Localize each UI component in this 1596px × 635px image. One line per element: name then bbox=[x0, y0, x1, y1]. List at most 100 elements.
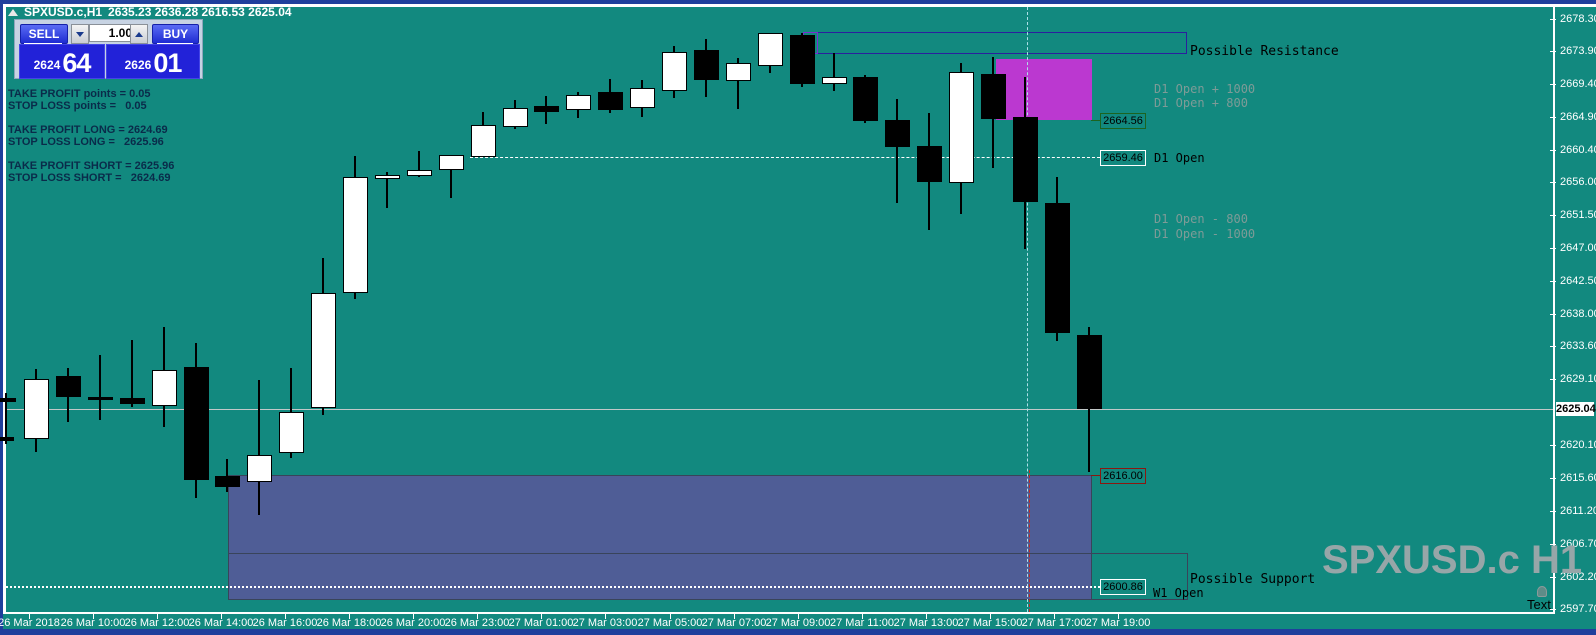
price-axis-label: 2638.00 bbox=[1560, 308, 1596, 321]
time-axis-tick bbox=[926, 614, 927, 619]
candle-bearish bbox=[693, 49, 719, 80]
current-price-badge: 2625.04 bbox=[1556, 402, 1596, 417]
price-axis-label: 2651.50 bbox=[1560, 209, 1596, 222]
candle-bullish bbox=[343, 177, 368, 293]
d1-open-line bbox=[470, 157, 1100, 159]
candle-wick bbox=[130, 339, 133, 407]
time-axis-label: 27 Mar 01:00 bbox=[508, 617, 574, 629]
time-axis-tick bbox=[93, 614, 94, 619]
candle-bearish bbox=[885, 120, 911, 148]
candle-bullish bbox=[502, 107, 528, 127]
window-border-bottom bbox=[0, 629, 1596, 635]
time-axis-tick bbox=[990, 614, 991, 619]
window-border-top-inner bbox=[0, 4, 1596, 7]
price-axis-label: 2615.60 bbox=[1560, 472, 1596, 485]
candle-bearish bbox=[119, 397, 145, 405]
candle-wick bbox=[98, 355, 101, 421]
price-axis-label: 2669.40 bbox=[1560, 78, 1596, 91]
period-separator-line bbox=[1027, 7, 1028, 612]
time-axis-label: 27 Mar 11:00 bbox=[829, 617, 895, 629]
time-axis-tick bbox=[157, 614, 158, 619]
candle-bullish bbox=[821, 76, 847, 85]
buy-price-display[interactable]: 2626 01 bbox=[106, 44, 200, 79]
candle-bearish bbox=[87, 397, 113, 401]
price-tag[interactable]: 2600.86 bbox=[1100, 579, 1146, 596]
candle-bullish bbox=[311, 292, 337, 408]
resistance-outline-zone[interactable] bbox=[803, 32, 1187, 55]
chart-title: SPXUSD.c,H1 2635.23 2636.28 2616.53 2625… bbox=[8, 5, 292, 19]
possible-support-label: Possible Support bbox=[1190, 572, 1316, 587]
candle-bearish bbox=[1076, 334, 1102, 410]
time-axis-label: 27 Mar 07:00 bbox=[701, 617, 767, 629]
candle-bullish bbox=[247, 454, 273, 482]
candle-bullish bbox=[24, 378, 49, 439]
window-border-left bbox=[0, 4, 3, 630]
candle-bullish bbox=[630, 87, 656, 108]
candle-bullish bbox=[662, 51, 687, 91]
time-axis-tick bbox=[541, 614, 542, 619]
price-axis-line bbox=[1553, 7, 1555, 614]
candle-bearish bbox=[598, 92, 624, 110]
time-axis-label: 26 Mar 12:00 bbox=[124, 617, 190, 629]
candle-wick bbox=[449, 154, 452, 198]
symbol-period-label: SPXUSD.c,H1 bbox=[24, 5, 103, 19]
price-tag-connector bbox=[1091, 475, 1100, 477]
buy-button[interactable]: BUY bbox=[152, 24, 199, 44]
candle-bearish bbox=[1044, 202, 1070, 334]
price-axis-label: 2678.30 bbox=[1560, 13, 1596, 25]
candle-bearish bbox=[183, 366, 209, 480]
text-object-label[interactable]: Text bbox=[1527, 597, 1551, 612]
clipped-candle-close-tick bbox=[0, 436, 14, 441]
candle-wick bbox=[226, 459, 229, 493]
time-axis-tick bbox=[349, 614, 350, 619]
window-border-top bbox=[0, 0, 1596, 4]
clipped-candle-wick bbox=[5, 393, 7, 444]
candle-bearish bbox=[55, 375, 81, 397]
window-border-left-inner bbox=[3, 7, 6, 614]
candle-bullish bbox=[725, 62, 751, 82]
candle-bearish bbox=[981, 73, 1006, 120]
stop-loss-points-label: STOP LOSS points = 0.05 bbox=[8, 100, 147, 112]
time-axis-label: 26 Mar 23:00 bbox=[444, 617, 510, 629]
w1-open-label: W1 Open bbox=[1153, 586, 1204, 600]
time-axis-tick bbox=[29, 614, 30, 619]
price-tag[interactable]: 2659.46 bbox=[1100, 150, 1146, 167]
time-axis-label: 27 Mar 09:00 bbox=[765, 617, 831, 629]
sell-price-display[interactable]: 2624 64 bbox=[19, 44, 105, 79]
take-profit-long-label: TAKE PROFIT LONG = 2624.69 bbox=[8, 124, 168, 136]
price-tag[interactable]: 2664.56 bbox=[1100, 112, 1146, 129]
candle-bearish bbox=[215, 476, 241, 488]
d1-minus-1000-label: D1 Open - 1000 bbox=[1154, 227, 1256, 241]
support-fill-zone[interactable] bbox=[228, 475, 1092, 600]
price-tag[interactable]: 2616.00 bbox=[1100, 468, 1146, 485]
volume-input[interactable] bbox=[89, 24, 136, 42]
candle-bearish bbox=[1012, 117, 1038, 203]
time-axis-label: 26 Mar 10:00 bbox=[60, 617, 126, 629]
sell-button[interactable]: SELL bbox=[20, 24, 68, 44]
support-outline-zone[interactable] bbox=[228, 553, 1188, 600]
price-axis-label: 2606.70 bbox=[1560, 537, 1596, 550]
magenta-zone[interactable] bbox=[996, 58, 1092, 120]
d1-open-label: D1 Open bbox=[1154, 151, 1205, 165]
w1-open-line bbox=[6, 586, 1100, 589]
candle-bullish bbox=[566, 95, 592, 110]
d1-plus-800-label: D1 Open + 800 bbox=[1154, 96, 1248, 110]
price-axis-label: 2620.10 bbox=[1560, 439, 1596, 452]
price-axis-label: 2629.10 bbox=[1560, 373, 1596, 386]
collapse-triangle-icon[interactable] bbox=[8, 8, 18, 16]
ohlc-readout: 2635.23 2636.28 2616.53 2625.04 bbox=[108, 5, 292, 19]
text-object-anchor-icon[interactable] bbox=[1537, 586, 1547, 597]
clipped-candle-open-tick bbox=[0, 398, 16, 403]
volume-increment-button[interactable] bbox=[130, 24, 148, 44]
volume-decrement-button[interactable] bbox=[71, 24, 89, 44]
stop-loss-long-label: STOP LOSS LONG = 2625.96 bbox=[8, 136, 164, 148]
time-axis-label: 26 Mar 20:00 bbox=[380, 617, 446, 629]
time-axis-line bbox=[3, 612, 1554, 614]
time-axis-label: 26 Mar 2018 bbox=[0, 617, 60, 629]
candle-wick bbox=[896, 98, 899, 203]
candle-wick bbox=[385, 172, 388, 208]
candle-bullish bbox=[949, 71, 975, 184]
time-axis-label: 27 Mar 19:00 bbox=[1085, 617, 1151, 629]
buy-price-main: 2626 bbox=[124, 58, 152, 72]
